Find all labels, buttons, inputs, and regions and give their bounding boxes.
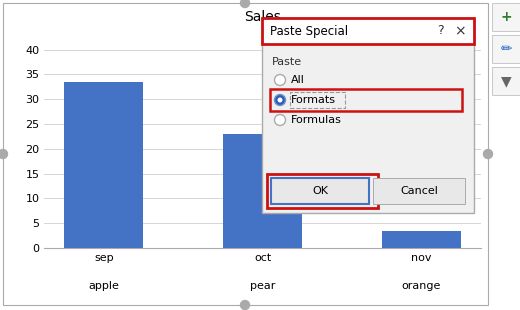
Text: Paste Special: Paste Special bbox=[270, 24, 348, 38]
Circle shape bbox=[275, 74, 285, 86]
Circle shape bbox=[240, 300, 250, 309]
Text: Cancel: Cancel bbox=[400, 186, 438, 196]
Bar bbox=[267, 174, 378, 208]
Text: +: + bbox=[500, 10, 512, 24]
Text: Formats: Formats bbox=[291, 95, 336, 105]
Bar bbox=[492, 3, 520, 31]
Circle shape bbox=[240, 0, 250, 7]
Text: ?: ? bbox=[437, 24, 444, 38]
Bar bbox=[262, 18, 474, 44]
Bar bbox=[492, 35, 520, 63]
Bar bbox=[223, 134, 302, 248]
Text: Paste: Paste bbox=[272, 57, 302, 67]
Bar bbox=[262, 18, 474, 213]
Bar bbox=[290, 92, 345, 108]
Circle shape bbox=[275, 114, 285, 126]
Bar bbox=[271, 178, 369, 204]
Bar bbox=[270, 89, 462, 111]
Text: ✏: ✏ bbox=[500, 42, 512, 56]
Text: ▼: ▼ bbox=[501, 74, 511, 88]
Bar bbox=[64, 82, 144, 248]
Text: OK: OK bbox=[312, 186, 328, 196]
Text: All: All bbox=[291, 75, 305, 85]
Circle shape bbox=[0, 149, 7, 158]
Circle shape bbox=[275, 95, 285, 105]
Bar bbox=[492, 67, 520, 95]
Text: ×: × bbox=[454, 24, 466, 38]
Bar bbox=[373, 178, 465, 204]
Circle shape bbox=[484, 149, 492, 158]
Bar bbox=[382, 231, 461, 248]
Circle shape bbox=[278, 98, 282, 103]
Title: Sales: Sales bbox=[244, 10, 281, 24]
Text: Formulas: Formulas bbox=[291, 115, 342, 125]
